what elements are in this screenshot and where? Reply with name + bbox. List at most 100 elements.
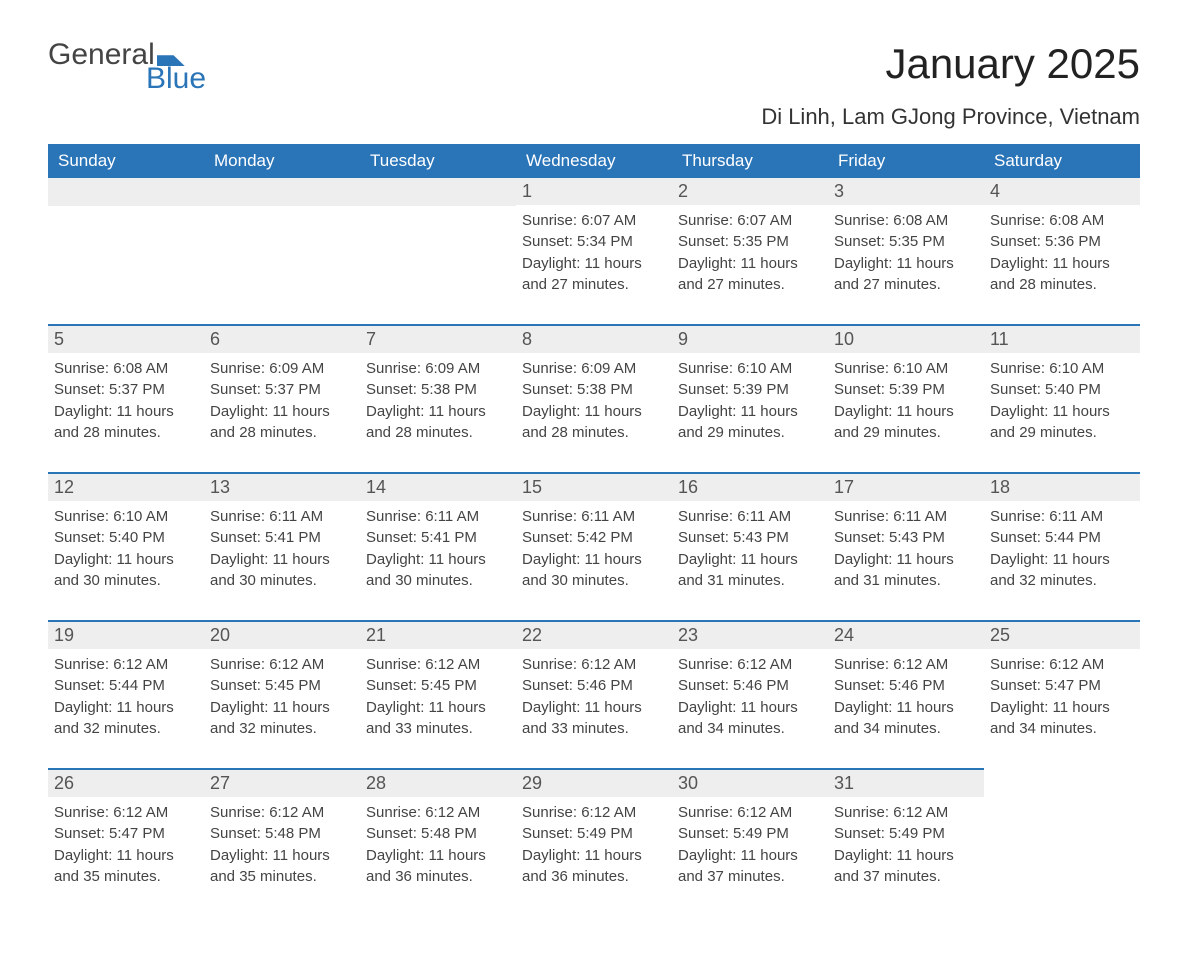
info-daylight2: and 31 minutes. — [834, 571, 978, 591]
info-daylight2: and 32 minutes. — [210, 719, 354, 739]
info-sunrise: Sunrise: 6:12 AM — [210, 655, 354, 675]
empty-date-bar — [204, 178, 360, 206]
info-daylight2: and 35 minutes. — [54, 867, 198, 887]
info-daylight1: Daylight: 11 hours — [54, 550, 198, 570]
day-cell: 18Sunrise: 6:11 AMSunset: 5:44 PMDayligh… — [984, 472, 1140, 620]
info-daylight1: Daylight: 11 hours — [678, 254, 822, 274]
day-cell: 30Sunrise: 6:12 AMSunset: 5:49 PMDayligh… — [672, 768, 828, 916]
info-daylight1: Daylight: 11 hours — [678, 550, 822, 570]
day-header: Wednesday — [516, 144, 672, 178]
info-sunrise: Sunrise: 6:12 AM — [522, 803, 666, 823]
info-daylight2: and 31 minutes. — [678, 571, 822, 591]
day-info: Sunrise: 6:12 AMSunset: 5:49 PMDaylight:… — [834, 803, 978, 887]
day-info: Sunrise: 6:12 AMSunset: 5:48 PMDaylight:… — [366, 803, 510, 887]
logo: General Blue — [48, 40, 206, 94]
date-number: 15 — [516, 472, 672, 501]
day-info: Sunrise: 6:10 AMSunset: 5:39 PMDaylight:… — [834, 359, 978, 443]
info-sunrise: Sunrise: 6:11 AM — [834, 507, 978, 527]
day-info: Sunrise: 6:08 AMSunset: 5:35 PMDaylight:… — [834, 211, 978, 295]
info-daylight2: and 28 minutes. — [210, 423, 354, 443]
info-sunset: Sunset: 5:35 PM — [834, 232, 978, 252]
day-info: Sunrise: 6:09 AMSunset: 5:38 PMDaylight:… — [366, 359, 510, 443]
day-info: Sunrise: 6:12 AMSunset: 5:45 PMDaylight:… — [366, 655, 510, 739]
date-number: 14 — [360, 472, 516, 501]
day-info: Sunrise: 6:11 AMSunset: 5:43 PMDaylight:… — [834, 507, 978, 591]
date-number: 11 — [984, 324, 1140, 353]
info-sunrise: Sunrise: 6:09 AM — [522, 359, 666, 379]
date-number: 5 — [48, 324, 204, 353]
day-info: Sunrise: 6:10 AMSunset: 5:40 PMDaylight:… — [54, 507, 198, 591]
info-sunset: Sunset: 5:43 PM — [678, 528, 822, 548]
week-row: 1Sunrise: 6:07 AMSunset: 5:34 PMDaylight… — [48, 178, 1140, 324]
info-daylight2: and 30 minutes. — [210, 571, 354, 591]
info-sunrise: Sunrise: 6:11 AM — [210, 507, 354, 527]
info-sunset: Sunset: 5:39 PM — [834, 380, 978, 400]
info-sunrise: Sunrise: 6:10 AM — [990, 359, 1134, 379]
info-daylight2: and 36 minutes. — [366, 867, 510, 887]
date-number: 24 — [828, 620, 984, 649]
logo-word2: Blue — [48, 64, 206, 94]
info-daylight2: and 35 minutes. — [210, 867, 354, 887]
info-sunset: Sunset: 5:46 PM — [834, 676, 978, 696]
info-daylight1: Daylight: 11 hours — [522, 402, 666, 422]
info-daylight1: Daylight: 11 hours — [522, 254, 666, 274]
info-sunrise: Sunrise: 6:12 AM — [54, 655, 198, 675]
day-cell: 19Sunrise: 6:12 AMSunset: 5:44 PMDayligh… — [48, 620, 204, 768]
title-block: January 2025 — [885, 40, 1140, 88]
info-daylight1: Daylight: 11 hours — [678, 846, 822, 866]
date-number: 23 — [672, 620, 828, 649]
day-cell: 25Sunrise: 6:12 AMSunset: 5:47 PMDayligh… — [984, 620, 1140, 768]
info-daylight2: and 30 minutes. — [522, 571, 666, 591]
info-sunset: Sunset: 5:48 PM — [366, 824, 510, 844]
info-sunset: Sunset: 5:47 PM — [54, 824, 198, 844]
header: General Blue January 2025 — [48, 40, 1140, 94]
day-cell: 1Sunrise: 6:07 AMSunset: 5:34 PMDaylight… — [516, 178, 672, 324]
day-header: Saturday — [984, 144, 1140, 178]
date-number: 29 — [516, 768, 672, 797]
info-daylight2: and 34 minutes. — [834, 719, 978, 739]
day-cell: 31Sunrise: 6:12 AMSunset: 5:49 PMDayligh… — [828, 768, 984, 916]
info-sunset: Sunset: 5:47 PM — [990, 676, 1134, 696]
day-cell: 3Sunrise: 6:08 AMSunset: 5:35 PMDaylight… — [828, 178, 984, 324]
info-daylight1: Daylight: 11 hours — [678, 698, 822, 718]
info-daylight1: Daylight: 11 hours — [54, 402, 198, 422]
info-daylight1: Daylight: 11 hours — [366, 402, 510, 422]
info-sunrise: Sunrise: 6:11 AM — [678, 507, 822, 527]
info-sunrise: Sunrise: 6:11 AM — [990, 507, 1134, 527]
date-number: 4 — [984, 178, 1140, 205]
day-cell: 7 Sunrise: 6:09 AMSunset: 5:38 PMDaylight… — [360, 324, 516, 472]
info-daylight1: Daylight: 11 hours — [522, 846, 666, 866]
info-sunrise: Sunrise: 6:12 AM — [54, 803, 198, 823]
day-cell: 6Sunrise: 6:09 AMSunset: 5:37 PMDaylight… — [204, 324, 360, 472]
info-sunrise: Sunrise: 6:12 AM — [834, 803, 978, 823]
day-cell: 12Sunrise: 6:10 AMSunset: 5:40 PMDayligh… — [48, 472, 204, 620]
date-number: 19 — [48, 620, 204, 649]
info-daylight2: and 27 minutes. — [522, 275, 666, 295]
week-row: 19Sunrise: 6:12 AMSunset: 5:44 PMDayligh… — [48, 620, 1140, 768]
weeks-container: 1Sunrise: 6:07 AMSunset: 5:34 PMDaylight… — [48, 178, 1140, 916]
day-cell: 26Sunrise: 6:12 AMSunset: 5:47 PMDayligh… — [48, 768, 204, 916]
info-sunset: Sunset: 5:45 PM — [210, 676, 354, 696]
day-header: Sunday — [48, 144, 204, 178]
date-number: 7 — [360, 324, 516, 353]
info-daylight2: and 37 minutes. — [834, 867, 978, 887]
info-sunset: Sunset: 5:44 PM — [54, 676, 198, 696]
day-info: Sunrise: 6:09 AMSunset: 5:38 PMDaylight:… — [522, 359, 666, 443]
day-info: Sunrise: 6:07 AMSunset: 5:34 PMDaylight:… — [522, 211, 666, 295]
info-sunrise: Sunrise: 6:09 AM — [210, 359, 354, 379]
info-sunrise: Sunrise: 6:10 AM — [678, 359, 822, 379]
day-cell: 2Sunrise: 6:07 AMSunset: 5:35 PMDaylight… — [672, 178, 828, 324]
day-cell — [984, 768, 1140, 916]
day-info: Sunrise: 6:12 AMSunset: 5:47 PMDaylight:… — [990, 655, 1134, 739]
date-number: 8 — [516, 324, 672, 353]
info-daylight2: and 27 minutes. — [678, 275, 822, 295]
logo-flag-icon — [157, 48, 185, 66]
date-number: 27 — [204, 768, 360, 797]
day-info: Sunrise: 6:12 AMSunset: 5:46 PMDaylight:… — [678, 655, 822, 739]
day-info: Sunrise: 6:10 AMSunset: 5:39 PMDaylight:… — [678, 359, 822, 443]
day-cell: 29Sunrise: 6:12 AMSunset: 5:49 PMDayligh… — [516, 768, 672, 916]
info-daylight2: and 32 minutes. — [54, 719, 198, 739]
day-info: Sunrise: 6:11 AMSunset: 5:41 PMDaylight:… — [366, 507, 510, 591]
date-number: 22 — [516, 620, 672, 649]
date-number: 21 — [360, 620, 516, 649]
